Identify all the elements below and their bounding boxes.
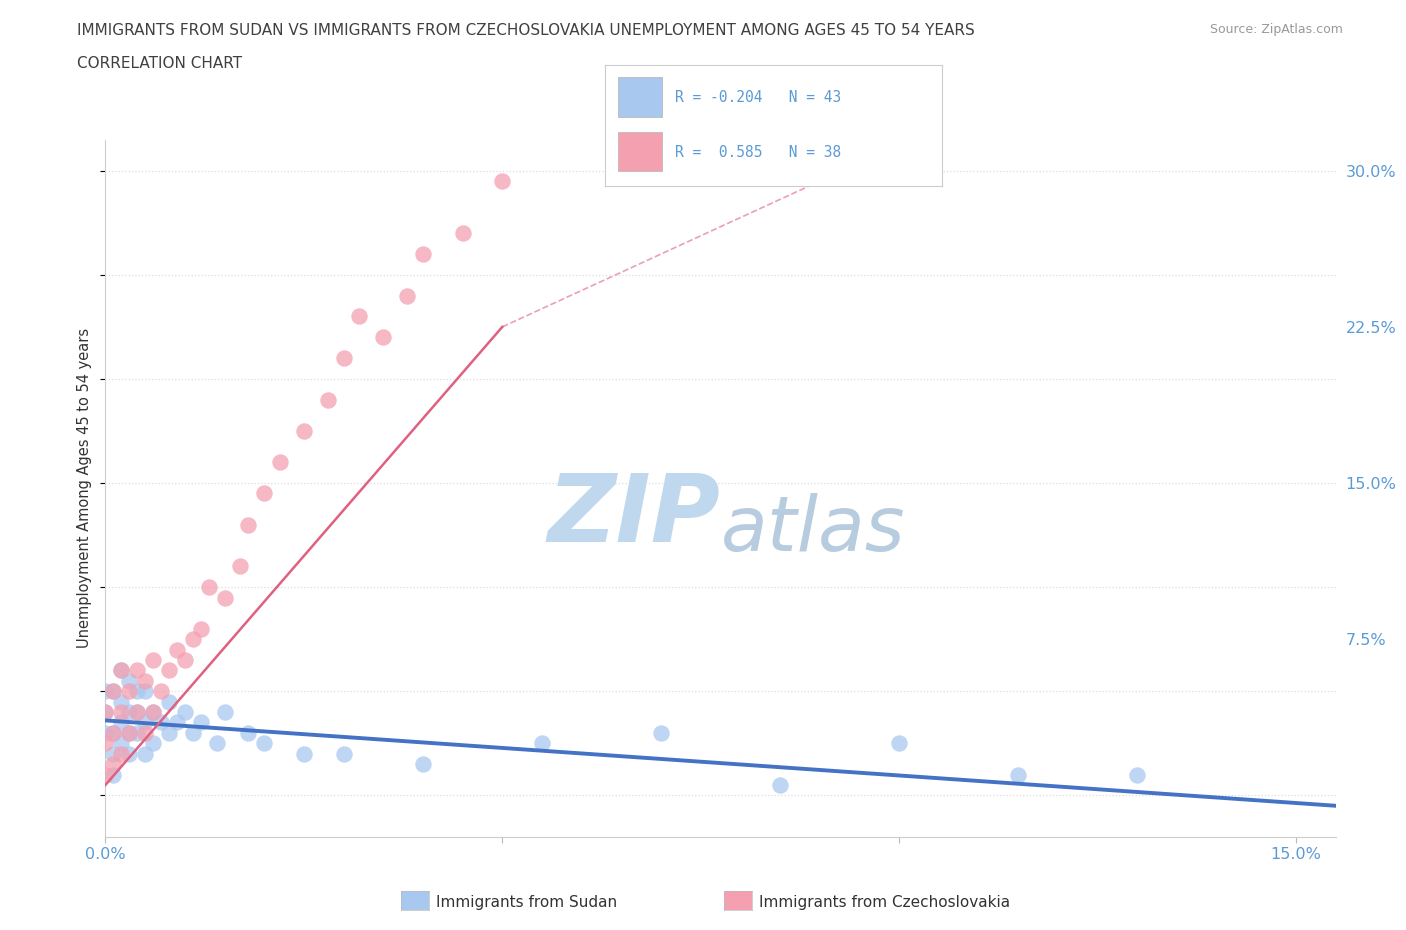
Point <box>142 653 165 668</box>
Point <box>110 694 132 709</box>
Point <box>94 684 117 698</box>
Point <box>134 746 156 761</box>
Point <box>396 288 419 303</box>
Point <box>118 684 141 698</box>
Point <box>253 486 276 501</box>
Point <box>332 746 354 761</box>
Point <box>214 705 236 720</box>
Point <box>157 694 180 709</box>
Point <box>103 725 125 740</box>
Point <box>412 246 434 261</box>
Point <box>181 631 204 646</box>
Point <box>173 653 195 668</box>
Point <box>118 746 141 761</box>
Point <box>332 351 354 365</box>
Point <box>181 725 204 740</box>
Point <box>238 517 260 532</box>
Point <box>530 736 553 751</box>
Point <box>118 725 141 740</box>
Point <box>110 715 132 730</box>
Point <box>127 684 149 698</box>
Point <box>214 591 236 605</box>
Point <box>451 226 474 241</box>
Point <box>118 673 141 688</box>
Text: CORRELATION CHART: CORRELATION CHART <box>77 56 242 71</box>
Point <box>127 725 149 740</box>
Point <box>103 725 125 740</box>
Point <box>166 715 188 730</box>
Point <box>110 736 132 751</box>
Point <box>150 715 173 730</box>
Point <box>349 309 371 324</box>
Point <box>103 684 125 698</box>
Point <box>157 725 180 740</box>
Point <box>142 705 165 720</box>
Text: Immigrants from Czechoslovakia: Immigrants from Czechoslovakia <box>759 895 1011 910</box>
Point <box>110 663 132 678</box>
Point <box>190 715 212 730</box>
Point <box>134 725 156 740</box>
Point <box>173 705 195 720</box>
Point <box>110 663 132 678</box>
Point <box>769 777 792 792</box>
Point <box>229 559 252 574</box>
Point <box>94 705 117 720</box>
Text: Immigrants from Sudan: Immigrants from Sudan <box>436 895 617 910</box>
Point <box>94 767 117 782</box>
Point <box>205 736 228 751</box>
Point <box>94 725 117 740</box>
Point <box>103 746 125 761</box>
Point <box>103 684 125 698</box>
Point <box>269 455 291 470</box>
Point <box>142 736 165 751</box>
Point <box>166 643 188 658</box>
Point <box>134 673 156 688</box>
Point <box>238 725 260 740</box>
Point <box>150 684 173 698</box>
Point <box>316 392 339 407</box>
Point <box>292 746 315 761</box>
Text: R = -0.204   N = 43: R = -0.204 N = 43 <box>675 90 842 105</box>
Point <box>253 736 276 751</box>
Point <box>94 736 117 751</box>
Text: ZIP: ZIP <box>548 471 721 562</box>
Point <box>292 423 315 438</box>
Point <box>134 684 156 698</box>
Point <box>1007 767 1029 782</box>
Y-axis label: Unemployment Among Ages 45 to 54 years: Unemployment Among Ages 45 to 54 years <box>77 328 93 648</box>
Point <box>142 705 165 720</box>
FancyBboxPatch shape <box>619 77 662 117</box>
Point <box>118 705 141 720</box>
Point <box>103 767 125 782</box>
Point <box>373 330 395 345</box>
Point <box>1126 767 1149 782</box>
Point <box>127 705 149 720</box>
Point <box>110 746 132 761</box>
Text: Source: ZipAtlas.com: Source: ZipAtlas.com <box>1209 23 1343 36</box>
Point <box>491 174 513 189</box>
FancyBboxPatch shape <box>619 131 662 171</box>
Point <box>118 725 141 740</box>
Point <box>94 705 117 720</box>
Point <box>412 757 434 772</box>
Point <box>650 725 672 740</box>
Point <box>103 757 125 772</box>
Text: atlas: atlas <box>721 493 905 567</box>
Point <box>197 579 219 594</box>
Point <box>127 663 149 678</box>
Point <box>127 705 149 720</box>
Point <box>157 663 180 678</box>
Text: IMMIGRANTS FROM SUDAN VS IMMIGRANTS FROM CZECHOSLOVAKIA UNEMPLOYMENT AMONG AGES : IMMIGRANTS FROM SUDAN VS IMMIGRANTS FROM… <box>77 23 976 38</box>
Point <box>190 621 212 636</box>
Point <box>134 715 156 730</box>
Point <box>110 705 132 720</box>
Point <box>889 736 911 751</box>
Text: R =  0.585   N = 38: R = 0.585 N = 38 <box>675 145 842 160</box>
